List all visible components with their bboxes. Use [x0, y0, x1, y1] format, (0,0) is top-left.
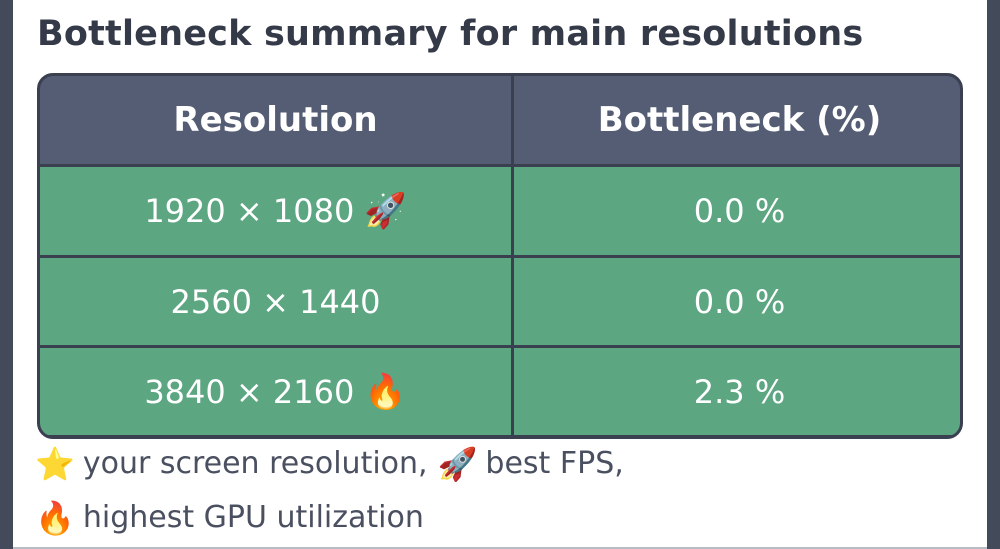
bottleneck-table: Resolution Bottleneck (%) 1920 × 1080 🚀 … — [37, 73, 963, 439]
rocket-icon: 🚀 — [364, 191, 407, 231]
resolution-value: 2560 × 1440 — [170, 282, 381, 321]
rocket-icon: 🚀 — [437, 444, 478, 483]
star-icon: ⭐ — [35, 444, 75, 483]
bottleneck-summary-card: Bottleneck summary for main resolutions … — [13, 0, 987, 549]
table-cell-resolution: 1920 × 1080 🚀 — [40, 167, 511, 255]
legend-fire-label: highest GPU utilization — [82, 500, 424, 535]
resolution-value: 1920 × 1080 — [144, 192, 355, 230]
fire-icon: 🔥 — [364, 371, 407, 412]
fire-icon: 🔥 — [35, 498, 75, 537]
table-cell-resolution: 3840 × 2160 🔥 — [40, 348, 511, 435]
table-cell-bottleneck: 0.0 % — [514, 167, 960, 255]
table-cell-resolution: 2560 × 1440 — [40, 258, 511, 345]
legend-star-label: your screen resolution, — [82, 446, 428, 481]
resolution-value: 3840 × 2160 — [144, 372, 355, 411]
legend-rocket-label: best FPS, — [485, 446, 624, 481]
table-cell-bottleneck: 2.3 % — [514, 348, 960, 435]
column-header-resolution: Resolution — [40, 76, 511, 164]
legend-line-1: ⭐ your screen resolution, 🚀 best FPS, — [35, 446, 624, 481]
table-cell-bottleneck: 0.0 % — [514, 258, 960, 345]
page-title: Bottleneck summary for main resolutions — [37, 14, 864, 54]
column-header-bottleneck: Bottleneck (%) — [514, 76, 960, 164]
legend-line-2: 🔥 highest GPU utilization — [35, 500, 424, 535]
